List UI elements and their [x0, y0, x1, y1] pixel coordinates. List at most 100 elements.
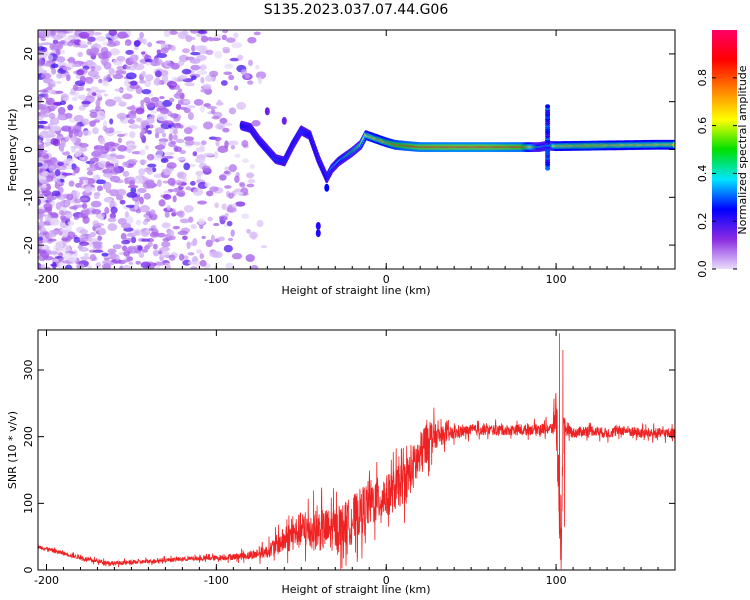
spectrogram-noise-blob [193, 141, 201, 146]
spectrogram-noise-blob [38, 264, 42, 269]
spectrogram-noise-blob [182, 259, 192, 266]
spectrogram-noise-blob [42, 231, 48, 235]
spectrogram-noise-blob [178, 59, 185, 66]
spectrogram-noise-blob [99, 216, 105, 221]
spectrogram-noise-blob [79, 197, 89, 201]
spectrogram-noise-blob [126, 191, 138, 198]
spectrogram-noise-blob [157, 232, 166, 238]
spectrogram-noise-blob [117, 144, 128, 152]
spectrogram-noise-blob [236, 101, 247, 110]
snr-y-tick-label: 200 [22, 426, 35, 447]
spectrogram-noise-blob [192, 188, 204, 196]
spectrogram-noise-blob [156, 107, 162, 112]
spectrogram-noise-blob [40, 184, 48, 189]
spectrogram-noise-blob [152, 243, 158, 250]
spectrogram-noise-blob [108, 67, 115, 76]
spectrogram-noise-blob [98, 137, 106, 145]
spectrogram-noise-blob [81, 118, 90, 126]
spectrogram-noise-blob [147, 163, 157, 168]
colorbar-scale [712, 30, 737, 269]
spectrogram-noise-blob [78, 156, 85, 161]
spectrogram-noise-blob [78, 247, 89, 252]
spectrogram-noise-blob [204, 182, 211, 188]
spectrogram-noise-blob [247, 80, 254, 85]
spectrogram-noise-blob [147, 241, 153, 248]
snr-y-tick-label: 100 [22, 493, 35, 514]
spectrogram-noise-blob [194, 45, 206, 51]
spectrogram-x-tick-label: 100 [546, 273, 567, 286]
spectrogram-noise-blob [156, 113, 168, 122]
spectrogram-noise-blob [223, 170, 231, 175]
spectrogram-noise-blob [255, 64, 260, 70]
spectrogram-noise-blob [130, 104, 136, 110]
spectrogram-noise-blob [190, 75, 197, 81]
spectrogram-noise-blob [95, 99, 101, 107]
spectrogram-noise-blob [56, 56, 66, 63]
spectrogram-noise-blob [106, 166, 115, 171]
spectrogram-noise-blob [44, 62, 51, 67]
spectrogram-noise-blob [55, 202, 61, 211]
spectrogram-noise-blob [41, 190, 52, 196]
spectrogram-noise-blob [125, 49, 134, 55]
snr-x-tick-label: 100 [546, 574, 567, 587]
spectrogram-noise-blob [38, 95, 43, 100]
spectrogram-noise-blob [146, 168, 154, 175]
spectrogram-noise-blob [50, 63, 59, 69]
spectrogram-noise-blob [62, 96, 70, 102]
spectrogram-noise-blob [83, 252, 89, 257]
spectrogram-noise-blob [209, 186, 219, 192]
spectrogram-noise-blob [161, 74, 169, 82]
spectrogram-noise-blob [229, 57, 240, 62]
spectrogram-noise-blob [96, 148, 106, 153]
spectrogram-noise-blob [77, 51, 83, 57]
spectrogram-x-label: Height of straight line (km) [281, 284, 430, 297]
spectrogram-noise-blob [141, 120, 149, 125]
spectrogram-noise-blob [217, 236, 225, 242]
spectrogram-noise-blob [244, 73, 251, 79]
spectrogram-noise-blob [127, 185, 139, 189]
spectrogram-noise-blob [122, 170, 130, 177]
spectrogram-noise-blob [146, 116, 155, 124]
spectrogram-noise-blob [49, 89, 58, 95]
spectrogram-noise-blob [38, 193, 43, 200]
spectrogram-noise-blob [38, 208, 46, 215]
spectrogram-noise-blob [170, 83, 178, 87]
spectrogram-noise-blob [161, 241, 171, 248]
spectrogram-noise-blob [140, 261, 151, 269]
snr-axes: -200 -100 0 100 0 100 200 300 [22, 330, 676, 587]
spectrogram-noise-blob [183, 162, 191, 171]
spectrogram-noise-blob [114, 88, 124, 92]
spectrogram-noise-blob [59, 100, 67, 106]
spectrogram-noise-blob [214, 202, 219, 209]
spectrogram-vertical-smear [545, 104, 551, 109]
spectrogram-noise-blob [173, 128, 178, 135]
spectrogram-noise-blob [248, 59, 253, 67]
spectrogram-noise-blob [46, 175, 54, 182]
spectrogram-noise-blob [115, 154, 125, 160]
spectrogram-noise-blob [172, 195, 177, 203]
spectrogram-noise-blob [206, 190, 214, 197]
spectrogram-noise-blob [49, 117, 60, 126]
spectrogram-noise-blob [59, 143, 66, 148]
spectrogram-noise-blob [207, 216, 213, 222]
spectrogram-noise-blob [56, 241, 64, 250]
snr-y-tick-label: 300 [22, 360, 35, 381]
spectrogram-noise-blob [231, 252, 243, 260]
spectrogram-noise-blob [125, 65, 131, 70]
spectrogram-noise-blob [159, 96, 165, 100]
spectrogram-noise-blob [38, 220, 46, 228]
spectrogram-noise-blob [46, 249, 52, 255]
spectrogram-noise-blob [210, 234, 216, 243]
spectrogram-noise-blob [162, 108, 170, 113]
spectrogram-noise-blob [234, 85, 239, 91]
spectrogram-noise-blob [231, 42, 243, 49]
spectrogram-noise-blob [134, 202, 139, 210]
spectrogram-noise-blob [132, 229, 143, 237]
spectrogram-noise-blob [90, 65, 96, 72]
spectrogram-noise-blob [38, 249, 47, 254]
spectrogram-noise-blob [58, 209, 65, 216]
spectrogram-noise-blob [225, 37, 236, 43]
spectrogram-noise-blob [59, 40, 66, 44]
spectrogram-noise-blob [147, 182, 157, 187]
spectrogram-noise-blob [51, 68, 57, 75]
